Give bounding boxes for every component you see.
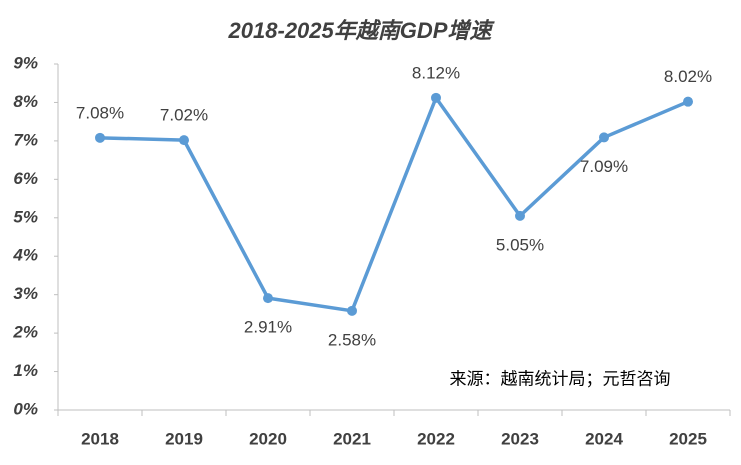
x-tick-label: 2024 [585, 429, 623, 448]
point [683, 96, 693, 107]
chart-title: 2018-2025年越南GDP增速 [228, 18, 496, 43]
data-label: 7.02% [160, 106, 208, 125]
y-tick-label: 2% [12, 323, 38, 342]
x-tick-label: 2021 [333, 429, 371, 448]
point [179, 135, 189, 146]
y-tick-label: 8% [13, 92, 38, 111]
point [599, 132, 609, 143]
data-label: 5.05% [496, 235, 544, 254]
point [431, 92, 441, 103]
data-label: 8.12% [412, 63, 460, 82]
y-tick-label: 9% [13, 53, 38, 72]
point [95, 132, 105, 143]
data-label: 8.02% [664, 67, 712, 86]
point [515, 210, 525, 221]
y-tick-label: 3% [13, 284, 38, 303]
y-tick-label: 4% [12, 246, 38, 265]
x-tick-label: 2018 [81, 429, 119, 448]
y-tick-label: 7% [13, 130, 38, 149]
source-note: 来源：越南统计局；元哲咨询 [450, 369, 671, 388]
y-tick-label: 1% [13, 361, 38, 380]
data-label: 7.09% [580, 157, 628, 176]
x-tick-label: 2025 [669, 429, 707, 448]
data-label: 2.91% [244, 318, 292, 337]
y-tick-label: 6% [13, 169, 38, 188]
y-tick-label: 0% [13, 399, 38, 418]
line [99, 96, 689, 313]
data-label: 7.08% [76, 103, 124, 122]
x-tick-label: 2020 [249, 429, 287, 448]
point [263, 293, 273, 304]
x-tick-label: 2019 [165, 429, 203, 448]
point [347, 305, 357, 316]
data-label: 2.58% [328, 330, 376, 349]
y-tick-label: 5% [13, 207, 38, 226]
x-tick-label: 2023 [501, 429, 539, 448]
x-tick-label: 2022 [417, 429, 455, 448]
